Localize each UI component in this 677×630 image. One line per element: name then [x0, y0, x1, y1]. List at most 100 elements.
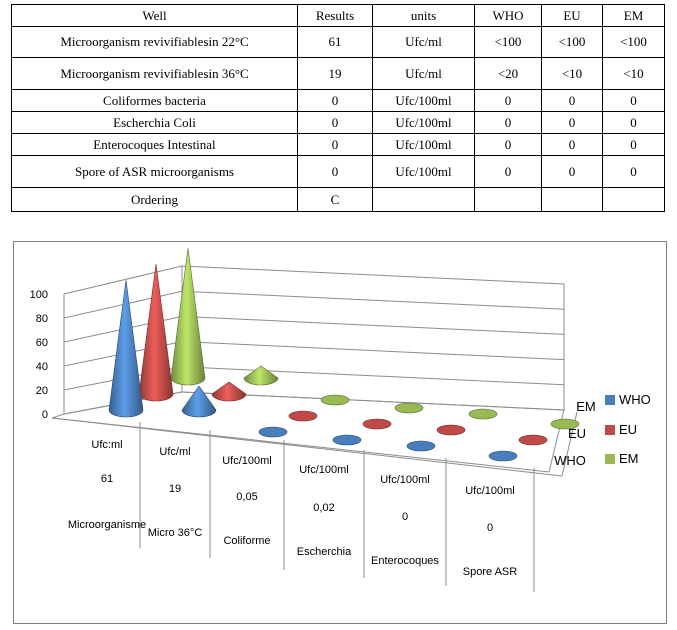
table-header-cell: Results [297, 4, 373, 27]
table-row: Microorganism revivifiablesin 36°C 19 Ufc/… [11, 57, 665, 90]
table-header-row: Well Results units WHO EU EM [11, 4, 665, 27]
table-cell: <100 [602, 26, 665, 58]
legend-label-who: WHO [619, 392, 651, 407]
category-unit-label: Ufc/100ml [465, 485, 515, 497]
table-cell: 0 [541, 133, 603, 156]
bar-eu-4 [436, 424, 466, 436]
category-result-label: 0 [487, 522, 493, 534]
depth-axis-label: EM [576, 399, 596, 414]
table-cell: Ufc/100ml [372, 111, 475, 134]
category-result-label: 0,02 [313, 502, 334, 514]
category-name-label: Microorganisme [68, 519, 146, 531]
gridline-back [181, 265, 565, 285]
table-cell: Ufc/100ml [372, 155, 475, 188]
bar-eu-5 [518, 434, 548, 446]
table-cell: Ufc/ml [372, 57, 475, 90]
table-row: Ordering C [11, 187, 665, 212]
table-header-cell: EU [541, 4, 603, 27]
table-cell: Microorganism revivifiablesin 36°C [11, 57, 298, 90]
table-cell: <100 [474, 26, 542, 58]
legend-swatch-eu [605, 425, 615, 435]
table-cell [541, 187, 603, 212]
depth-axis-label: WHO [554, 453, 586, 468]
gridline-back [181, 366, 565, 386]
category-unit-label: Ufc/100ml [299, 464, 349, 476]
category-name-label: Micro 36°C [148, 527, 203, 539]
depth-axis-label: EU [568, 426, 586, 441]
table-header-cell: units [372, 4, 475, 27]
table-cell [602, 187, 665, 212]
category-result-label: 61 [101, 473, 113, 485]
table-cell: 0 [541, 155, 603, 188]
table-cell: Ufc/100ml [372, 89, 475, 112]
bar-who-3 [332, 434, 362, 446]
category-name-label: Coliforme [223, 535, 270, 547]
table-cell [474, 187, 542, 212]
table-cell: Ordering [11, 187, 298, 212]
table-row: Escherchia Coli 0 Ufc/100ml 0 0 0 [11, 111, 665, 134]
category-result-label: 0 [402, 511, 408, 523]
bar-eu-0 [138, 263, 174, 402]
y-tick-label: 100 [30, 289, 48, 301]
legend-swatch-em [605, 454, 615, 464]
bar-em-4 [468, 408, 498, 420]
table-cell: 0 [474, 111, 542, 134]
table-cell: 0 [541, 89, 603, 112]
bar-em-2 [320, 394, 350, 406]
table-cell: Microorganism revivifiablesin 22°C [11, 26, 298, 58]
table-cell: <10 [541, 57, 603, 90]
standards-chart: 0 20 40 60 80 100 EM EU WHO WHO EU EM Ufc:ml 61 Microo… [13, 241, 667, 624]
table-cell: 0 [297, 89, 373, 112]
bar-who-0 [108, 279, 144, 418]
water-quality-table: Well Results units WHO EU EM Microorganism rev… [11, 4, 665, 212]
category-name-label: Enterocoques [371, 555, 439, 567]
table-cell: 0 [474, 133, 542, 156]
gridline-back [181, 341, 565, 361]
table-cell: Coliformes bacteria [11, 89, 298, 112]
bar-em-3 [394, 402, 424, 414]
table-cell: 0 [602, 133, 665, 156]
category-result-label: 0,05 [236, 491, 257, 503]
bar-eu-3 [362, 418, 392, 430]
bar-who-2 [258, 426, 288, 438]
table-cell: 0 [602, 155, 665, 188]
table-header-cell: WHO [474, 4, 542, 27]
legend-label-em: EM [619, 451, 639, 466]
table-cell: 0 [474, 155, 542, 188]
table-cell: Enterocoques Intestinal [11, 133, 298, 156]
bar-em-0 [170, 247, 206, 386]
table-row: Spore of ASR microorganisms 0 Ufc/100ml 0 0 0 [11, 155, 665, 188]
table-cell: Escherchia Coli [11, 111, 298, 134]
table-cell: <100 [541, 26, 603, 58]
y-tick-label: 80 [36, 313, 48, 325]
y-tick-label: 0 [42, 409, 48, 421]
table-cell: Spore of ASR microorganisms [11, 155, 298, 188]
table-header-cell: Well [11, 4, 298, 27]
table-cell: <10 [602, 57, 665, 90]
table-row: Enterocoques Intestinal 0 Ufc/100ml 0 0 0 [11, 133, 665, 156]
table-cell: 0 [474, 89, 542, 112]
category-name-label: Escherchia [297, 546, 352, 558]
table-cell: 0 [541, 111, 603, 134]
category-result-label: 19 [169, 483, 181, 495]
bar-who-4 [406, 440, 436, 452]
table-cell: <20 [474, 57, 542, 90]
table-cell: Ufc/100ml [372, 133, 475, 156]
y-tick-label: 40 [36, 361, 48, 373]
floor-front-edge [51, 417, 563, 477]
table-cell: 61 [297, 26, 373, 58]
legend-swatch-who [605, 395, 615, 405]
y-tick-label: 60 [36, 337, 48, 349]
table-cell: 0 [602, 111, 665, 134]
category-unit-label: Ufc/100ml [380, 474, 430, 486]
bar-eu-2 [288, 410, 318, 422]
legend-label-eu: EU [619, 422, 637, 437]
y-tick-label: 20 [36, 385, 48, 397]
table-cell: C [297, 187, 373, 212]
table-cell: 0 [602, 89, 665, 112]
bar-eu-1 [211, 381, 247, 402]
bar-em-5 [550, 418, 580, 430]
table-cell: 0 [297, 133, 373, 156]
table-cell: 0 [297, 155, 373, 188]
table-cell: 19 [297, 57, 373, 90]
